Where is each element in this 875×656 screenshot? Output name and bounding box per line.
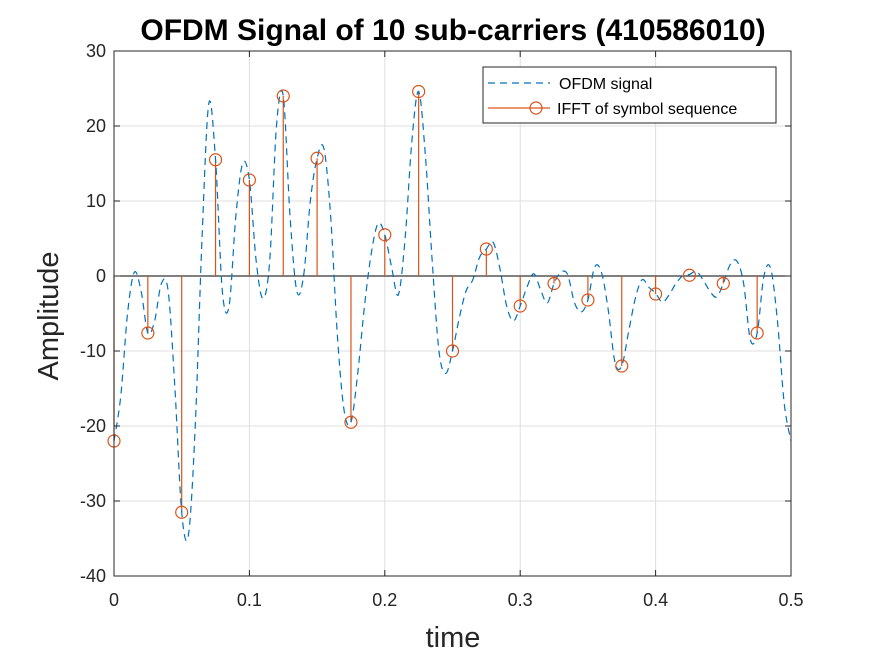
stem-marker bbox=[310, 151, 324, 165]
stem-markers bbox=[107, 84, 764, 519]
chart-title: OFDM Signal of 10 sub-carriers (41058601… bbox=[140, 14, 765, 47]
y-tick-label: 30 bbox=[86, 41, 106, 61]
x-tick-label: 0.5 bbox=[778, 590, 803, 610]
x-tick-label: 0 bbox=[109, 590, 119, 610]
legend-stem-label: IFFT of symbol sequence bbox=[557, 101, 737, 118]
stem-marker bbox=[445, 344, 460, 358]
legend-signal-label: OFDM signal bbox=[559, 76, 652, 93]
y-tick-label: 20 bbox=[86, 116, 106, 136]
stem-marker bbox=[648, 287, 663, 301]
y-tick-label: -10 bbox=[80, 341, 106, 361]
x-axis-ticks: 0 0.1 0.2 0.3 0.4 0.5 bbox=[109, 51, 804, 610]
x-axis-label: time bbox=[426, 622, 481, 654]
stem-marker bbox=[208, 153, 223, 167]
stem-marker bbox=[242, 173, 256, 187]
legend-box bbox=[482, 66, 777, 124]
stem-marker bbox=[682, 268, 697, 282]
stem-marker bbox=[615, 359, 629, 373]
stem-marker bbox=[716, 276, 730, 291]
stem-marker bbox=[513, 299, 527, 313]
x-tick-label: 0.3 bbox=[508, 590, 533, 610]
stem-marker bbox=[412, 84, 426, 99]
stem-marker bbox=[378, 228, 392, 242]
axes-box bbox=[113, 50, 792, 577]
stem-marker bbox=[581, 293, 595, 307]
y-tick-label: -40 bbox=[80, 566, 106, 586]
stem-marker bbox=[547, 276, 561, 291]
x-tick-label: 0.4 bbox=[643, 590, 668, 610]
y-tick-label: -30 bbox=[80, 491, 106, 511]
legend: OFDM signal IFFT of symbol sequence bbox=[482, 66, 777, 124]
stem-marker bbox=[276, 89, 290, 103]
x-tick-label: 0.2 bbox=[372, 590, 397, 610]
stem-marker bbox=[750, 326, 764, 340]
x-tick-label: 0.1 bbox=[237, 590, 262, 610]
y-axis-label: Amplitude bbox=[33, 252, 65, 381]
y-tick-label: 10 bbox=[86, 191, 106, 211]
stem-marker bbox=[479, 242, 493, 256]
legend-stem-marker bbox=[529, 101, 543, 115]
ofdm-signal-line bbox=[113, 89, 792, 542]
stem-marker bbox=[141, 326, 155, 340]
signal-series bbox=[113, 89, 792, 542]
stem-marker bbox=[175, 505, 189, 519]
y-axis-ticks: -40 -30 -20 -10 0 10 20 30 bbox=[80, 41, 791, 586]
y-tick-label: 0 bbox=[96, 266, 106, 286]
stem-marker bbox=[344, 415, 358, 429]
y-tick-label: -20 bbox=[80, 416, 106, 436]
